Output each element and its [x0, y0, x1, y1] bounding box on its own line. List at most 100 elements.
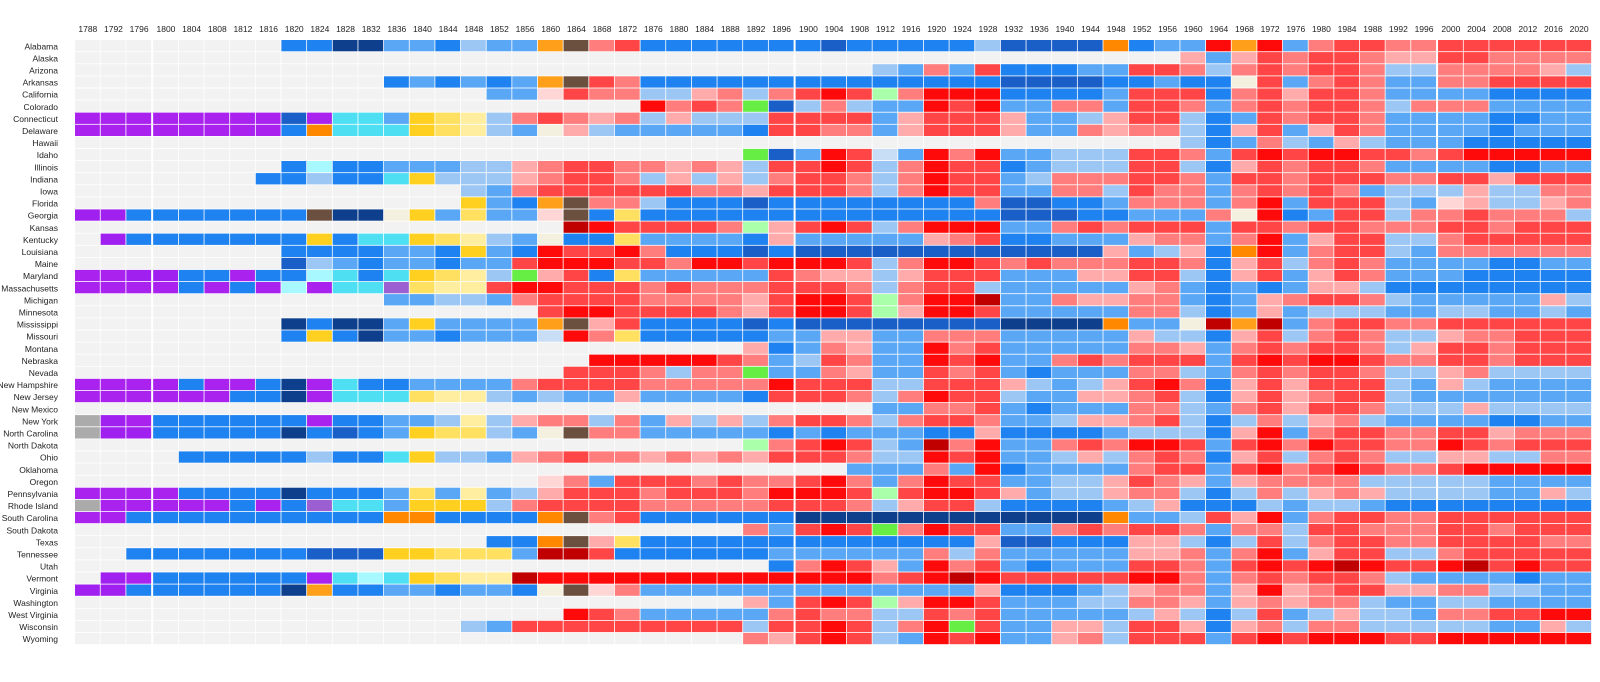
heatmap-cell	[821, 475, 847, 487]
heatmap-cell	[1206, 596, 1231, 608]
state-row: New Hampshire	[0, 378, 1592, 391]
heatmap-cell	[1103, 572, 1129, 584]
heatmap-cell	[230, 403, 255, 415]
heatmap-cell	[1385, 173, 1411, 185]
heatmap-cell	[1257, 64, 1283, 76]
heatmap-cell	[307, 161, 332, 173]
heatmap-cell	[230, 548, 255, 560]
heatmap-cell	[307, 257, 332, 270]
heatmap-cell	[1231, 511, 1257, 524]
state-row: Arkansas	[23, 76, 1592, 88]
heatmap-cell	[1052, 148, 1077, 161]
heatmap-cell	[717, 487, 743, 499]
heatmap-cell	[1129, 306, 1154, 318]
heatmap-cell	[1077, 427, 1103, 439]
heatmap-cell	[640, 560, 666, 572]
heatmap-cell	[1308, 463, 1334, 475]
heatmap-cell	[795, 112, 821, 124]
heatmap-cell	[743, 221, 768, 233]
heatmap-cell	[1334, 608, 1360, 620]
heatmap-cell	[1206, 318, 1231, 330]
heatmap-cell	[358, 548, 384, 560]
heatmap-cell	[691, 463, 717, 475]
heatmap-cell	[743, 487, 768, 499]
heatmap-cell	[1463, 511, 1489, 524]
heatmap-cell	[204, 463, 230, 475]
heatmap-cell	[1231, 282, 1257, 294]
heatmap-cell	[409, 548, 435, 560]
heatmap-cell	[717, 390, 743, 403]
heatmap-cell	[537, 524, 563, 536]
heatmap-cell	[1077, 475, 1103, 487]
heatmap-cell	[178, 572, 204, 584]
heatmap-cell	[949, 64, 975, 76]
heatmap-cell	[1438, 209, 1463, 221]
heatmap-cell	[281, 330, 307, 342]
heatmap-cell	[589, 354, 615, 366]
heatmap-cell	[409, 560, 435, 572]
heatmap-cell	[1334, 161, 1360, 173]
heatmap-cell	[1231, 64, 1257, 76]
heatmap-cell	[100, 548, 126, 560]
heatmap-cell	[1566, 608, 1592, 620]
heatmap-cell	[460, 390, 486, 403]
heatmap-cell	[768, 560, 794, 572]
heatmap-cell	[1077, 173, 1103, 185]
heatmap-cell	[512, 40, 538, 52]
heatmap-cell	[384, 342, 409, 354]
heatmap-cell	[1540, 88, 1566, 100]
heatmap-cell	[872, 64, 898, 76]
heatmap-cell	[717, 88, 743, 100]
heatmap-cell	[1463, 548, 1489, 560]
heatmap-cell	[768, 294, 794, 306]
heatmap-cell	[230, 536, 255, 548]
heatmap-cell	[486, 427, 512, 439]
heatmap-cell	[975, 282, 1000, 294]
heatmap-cell	[332, 148, 358, 161]
heatmap-cell	[332, 439, 358, 451]
heatmap-cell	[846, 161, 872, 173]
heatmap-cell	[1257, 257, 1283, 270]
heatmap-cell	[358, 161, 384, 173]
heatmap-cell	[307, 608, 332, 620]
heatmap-cell	[435, 596, 461, 608]
heatmap-cell	[949, 572, 975, 584]
heatmap-cell	[486, 487, 512, 499]
heatmap-cell	[230, 64, 255, 76]
heatmap-cell	[486, 318, 512, 330]
heatmap-cell	[949, 366, 975, 378]
heatmap-cell	[153, 330, 178, 342]
heatmap-cell	[255, 415, 281, 427]
heatmap-cell	[537, 245, 563, 257]
state-label: New Mexico	[12, 404, 59, 414]
heatmap-cell	[1385, 632, 1411, 645]
heatmap-cell	[1463, 197, 1489, 209]
heatmap-cell	[1438, 282, 1463, 294]
heatmap-cell	[178, 524, 204, 536]
heatmap-cell	[768, 572, 794, 584]
heatmap-cell	[255, 584, 281, 596]
heatmap-cell	[230, 342, 255, 354]
heatmap-cell	[768, 548, 794, 560]
heatmap-cell	[1154, 511, 1180, 524]
heatmap-cell	[1206, 185, 1231, 197]
heatmap-cell	[75, 233, 100, 245]
heatmap-cell	[1515, 524, 1540, 536]
heatmap-cell	[126, 378, 152, 391]
heatmap-cell	[1385, 269, 1411, 282]
heatmap-cell	[1282, 185, 1308, 197]
heatmap-cell	[666, 415, 691, 427]
state-label: Indiana	[30, 174, 58, 184]
heatmap-cell	[1206, 209, 1231, 221]
heatmap-cell	[640, 378, 666, 391]
heatmap-cell	[100, 76, 126, 88]
heatmap-cell	[1540, 330, 1566, 342]
heatmap-cell	[1385, 257, 1411, 270]
heatmap-cell	[153, 124, 178, 136]
heatmap-cell	[640, 306, 666, 318]
heatmap-cell	[589, 161, 615, 173]
heatmap-cell	[1540, 257, 1566, 270]
heatmap-cell	[1566, 185, 1592, 197]
heatmap-cell	[821, 536, 847, 548]
heatmap-cell	[126, 282, 152, 294]
